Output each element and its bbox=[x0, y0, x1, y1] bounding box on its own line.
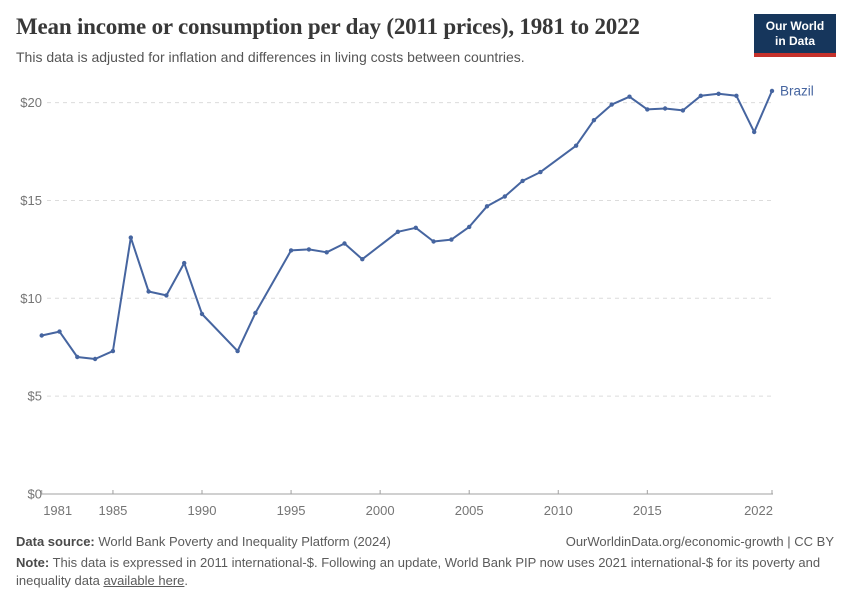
data-source: Data source: World Bank Poverty and Ineq… bbox=[16, 533, 391, 551]
data-point[interactable] bbox=[360, 257, 365, 262]
x-tick-label: 1995 bbox=[277, 503, 306, 518]
data-point[interactable] bbox=[164, 293, 169, 298]
line-chart: $0 $5 $10 $15 $20 1981 1985 1990 1995 2000 2005 201… bbox=[20, 83, 814, 518]
x-tick-label: 1981 bbox=[43, 503, 72, 518]
data-point[interactable] bbox=[253, 310, 258, 316]
note-label: Note: bbox=[16, 555, 50, 570]
data-point[interactable] bbox=[698, 93, 703, 99]
available-here-link[interactable]: available here bbox=[103, 573, 185, 588]
data-point[interactable] bbox=[306, 247, 312, 252]
data-point[interactable] bbox=[734, 93, 739, 99]
data-point[interactable] bbox=[680, 108, 686, 113]
data-point[interactable] bbox=[484, 204, 490, 209]
data-point[interactable] bbox=[235, 348, 240, 354]
data-point[interactable] bbox=[146, 289, 151, 294]
data-point[interactable] bbox=[288, 248, 294, 253]
data-point[interactable] bbox=[573, 143, 579, 148]
data-source-label: Data source: bbox=[16, 534, 95, 549]
series-entity-label[interactable]: Brazil bbox=[780, 83, 814, 98]
data-point[interactable] bbox=[324, 250, 329, 255]
data-point[interactable] bbox=[627, 94, 632, 99]
x-tick-label: 2010 bbox=[544, 503, 573, 518]
data-point[interactable] bbox=[591, 118, 597, 123]
chart-subtitle: This data is adjusted for inflation and … bbox=[16, 49, 525, 65]
data-point[interactable] bbox=[520, 178, 525, 184]
data-point[interactable] bbox=[413, 225, 418, 230]
attribution: OurWorldinData.org/economic-growth | CC … bbox=[565, 534, 834, 549]
chart-footer: Data source: World Bank Poverty and Ineq… bbox=[16, 533, 834, 590]
data-point[interactable] bbox=[662, 106, 668, 111]
y-tick-label: $15 bbox=[20, 193, 42, 208]
y-tick-label: $5 bbox=[28, 389, 42, 404]
y-tick-label: $10 bbox=[20, 291, 42, 306]
chart-title: Mean income or consumption per day (2011… bbox=[16, 14, 640, 39]
data-point[interactable] bbox=[395, 229, 401, 234]
data-point[interactable] bbox=[431, 239, 436, 244]
y-tick-label: $0 bbox=[28, 487, 42, 502]
x-tick-label: 2000 bbox=[366, 503, 395, 518]
data-point[interactable] bbox=[39, 333, 44, 338]
data-point[interactable] bbox=[467, 224, 472, 230]
data-point[interactable] bbox=[716, 91, 721, 97]
x-tick-label: 1990 bbox=[188, 503, 217, 518]
x-tick-label: 2015 bbox=[633, 503, 662, 518]
note-text: This data is expressed in 2011 internati… bbox=[16, 555, 821, 588]
x-tick-label: 2005 bbox=[455, 503, 484, 518]
data-point[interactable] bbox=[110, 348, 116, 354]
data-point[interactable] bbox=[182, 260, 187, 266]
data-point[interactable] bbox=[769, 88, 775, 94]
data-point[interactable] bbox=[752, 129, 757, 135]
owid-logo[interactable]: Our World in Data bbox=[754, 14, 836, 57]
chart-header: Mean income or consumption per day (2011… bbox=[16, 14, 730, 65]
data-point[interactable] bbox=[645, 107, 650, 112]
data-point[interactable] bbox=[538, 169, 543, 175]
data-point[interactable] bbox=[609, 102, 614, 107]
data-point[interactable] bbox=[342, 241, 347, 246]
data-point[interactable] bbox=[199, 311, 205, 317]
data-source-text: World Bank Poverty and Inequality Platfo… bbox=[98, 534, 391, 549]
chart-note: Note: This data is expressed in 2011 int… bbox=[16, 554, 834, 590]
owid-logo-line2: in Data bbox=[774, 34, 815, 48]
data-point[interactable] bbox=[92, 356, 98, 362]
owid-logo-line1: Our World bbox=[765, 19, 825, 33]
data-point[interactable] bbox=[502, 194, 507, 199]
series-line[interactable] bbox=[40, 89, 773, 360]
x-tick-label: 2022 bbox=[744, 503, 773, 518]
x-tick-label: 1985 bbox=[98, 503, 127, 518]
data-point[interactable] bbox=[449, 237, 454, 242]
data-point[interactable] bbox=[75, 354, 80, 360]
data-point[interactable] bbox=[128, 235, 133, 240]
y-tick-label: $20 bbox=[20, 95, 42, 110]
footer-source-row: Data source: World Bank Poverty and Ineq… bbox=[16, 533, 834, 551]
note-suffix: . bbox=[184, 573, 189, 588]
data-point[interactable] bbox=[57, 329, 62, 334]
